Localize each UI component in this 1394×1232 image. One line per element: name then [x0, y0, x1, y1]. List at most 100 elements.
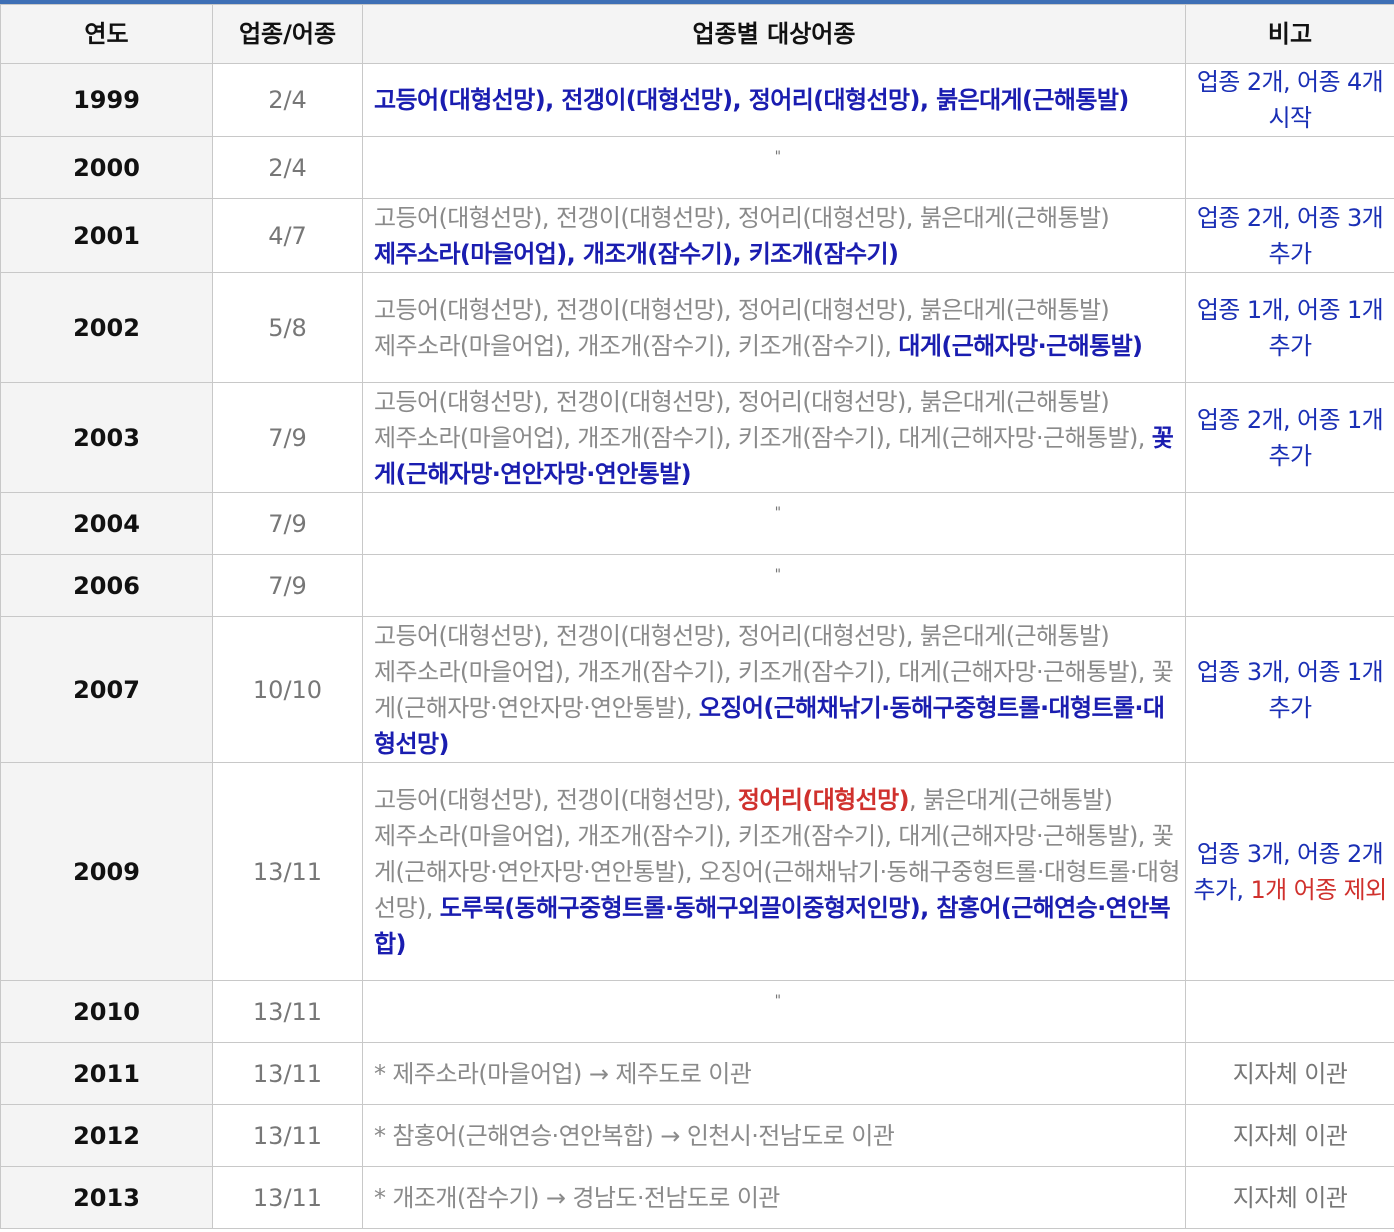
count-cell: 13/11	[212, 1042, 363, 1105]
note-cell: 업종 3개, 어종 2개 추가, 1개 어종 제외	[1185, 762, 1394, 981]
col-header-year: 연도	[0, 4, 213, 64]
species-segment: 고등어(대형선망), 전갱이(대형선망), 정어리(대형선망), 붉은대게(근해…	[374, 621, 1110, 650]
note-segment: 지자체 이관	[1232, 1183, 1348, 1212]
species-line: 제주소라(마을어업), 개조개(잠수기), 키조개(잠수기)	[374, 236, 1181, 272]
col-header-note: 비고	[1185, 4, 1394, 64]
species-segment: 고등어(대형선망), 전갱이(대형선망), 정어리(대형선망), 붉은대게(근해…	[374, 86, 1129, 114]
species-segment: 제주소라(마을어업), 개조개(잠수기), 키조개(잠수기)	[374, 239, 899, 268]
species-cell: "	[362, 980, 1186, 1043]
species-cell: 고등어(대형선망), 전갱이(대형선망), 정어리(대형선망), 붉은대게(근해…	[362, 762, 1186, 981]
note-cell: 지자체 이관	[1185, 1042, 1394, 1105]
ditto-mark: "	[774, 504, 781, 521]
species-cell: * 제주소라(마을어업) → 제주도로 이관	[362, 1042, 1186, 1105]
species-segment: * 개조개(잠수기) → 경남도·전남도로 이관	[374, 1183, 780, 1212]
table-row: 2013 13/11 * 개조개(잠수기) → 경남도·전남도로 이관 지자체 이관	[0, 1166, 1394, 1229]
species-segment: 고등어(대형선망), 전갱이(대형선망),	[374, 785, 738, 814]
species-segment: 정어리(대형선망)	[737, 785, 910, 814]
note-cell	[1185, 554, 1394, 617]
ditto-mark: "	[774, 148, 781, 165]
species-segment: 고등어(대형선망), 전갱이(대형선망), 정어리(대형선망), 붉은대게(근해…	[374, 295, 1110, 324]
species-cell: 고등어(대형선망), 전갱이(대형선망), 정어리(대형선망), 붉은대게(근해…	[362, 272, 1186, 383]
count-cell: 10/10	[212, 616, 363, 763]
species-line: 제주소라(마을어업), 개조개(잠수기), 키조개(잠수기), 대게(근해자망·…	[374, 818, 1181, 962]
species-segment: 제주소라(마을어업), 개조개(잠수기), 키조개(잠수기), 대게(근해자망·…	[374, 657, 1174, 722]
species-segment: 고등어(대형선망), 전갱이(대형선망), 정어리(대형선망), 붉은대게(근해…	[374, 387, 1110, 416]
note-cell	[1185, 980, 1394, 1043]
note-segment: 1개 어종 제외	[1250, 875, 1387, 904]
count-cell: 13/11	[212, 1166, 363, 1229]
species-line: * 개조개(잠수기) → 경남도·전남도로 이관	[374, 1180, 1181, 1216]
year-cell: 2000	[0, 136, 213, 199]
note-cell	[1185, 136, 1394, 199]
species-segment: 제주소라(마을어업), 개조개(잠수기), 키조개(잠수기), 대게(근해자망·…	[374, 821, 1180, 922]
species-line: 고등어(대형선망), 전갱이(대형선망), 정어리(대형선망), 붉은대게(근해…	[374, 618, 1181, 654]
species-segment: 도루묵(동해구중형트롤·동해구외끌이중형저인망), 참홍어(근해연승·연안복합)	[374, 893, 1171, 958]
species-segment: 오징어(근해채낚기·동해구중형트롤·대형트롤·대형선망)	[374, 693, 1165, 758]
note-cell: 지자체 이관	[1185, 1166, 1394, 1229]
count-cell: 4/7	[212, 198, 363, 273]
note-cell: 업종 3개, 어종 1개 추가	[1185, 616, 1394, 763]
note-cell: 업종 1개, 어종 1개 추가	[1185, 272, 1394, 383]
table-body: 1999 2/4 고등어(대형선망), 전갱이(대형선망), 정어리(대형선망), …	[0, 63, 1394, 1229]
species-cell: 고등어(대형선망), 전갱이(대형선망), 정어리(대형선망), 붉은대게(근해…	[362, 382, 1186, 493]
species-cell: 고등어(대형선망), 전갱이(대형선망), 정어리(대형선망), 붉은대게(근해…	[362, 198, 1186, 273]
year-cell: 2009	[0, 762, 213, 981]
note-cell: 업종 2개, 어종 4개 시작	[1185, 63, 1394, 137]
species-cell: "	[362, 554, 1186, 617]
year-cell: 2007	[0, 616, 213, 763]
table-row: 2012 13/11 * 참홍어(근해연승·연안복합) → 인천시·전남도로 이관 지…	[0, 1104, 1394, 1167]
count-cell: 2/4	[212, 136, 363, 199]
species-line: 고등어(대형선망), 전갱이(대형선망), 정어리(대형선망), 붉은대게(근해…	[374, 384, 1181, 420]
year-cell: 2004	[0, 492, 213, 555]
year-cell: 2002	[0, 272, 213, 383]
note-cell: 업종 2개, 어종 1개 추가	[1185, 382, 1394, 493]
header-row: 연도 업종/어종 업종별 대상어종 비고	[0, 4, 1394, 64]
table-row: 2003 7/9 고등어(대형선망), 전갱이(대형선망), 정어리(대형선망), …	[0, 382, 1394, 493]
table-row: 2000 2/4 "	[0, 136, 1394, 199]
species-segment: 제주소라(마을어업), 개조개(잠수기), 키조개(잠수기),	[374, 331, 899, 360]
note-segment: 업종 2개, 어종 3개 추가	[1196, 203, 1384, 268]
species-line: 고등어(대형선망), 전갱이(대형선망), 정어리(대형선망), 붉은대게(근해…	[374, 200, 1181, 236]
species-cell: 고등어(대형선망), 전갱이(대형선망), 정어리(대형선망), 붉은대게(근해…	[362, 63, 1186, 137]
table-row: 1999 2/4 고등어(대형선망), 전갱이(대형선망), 정어리(대형선망), …	[0, 63, 1394, 137]
count-cell: 5/8	[212, 272, 363, 383]
year-cell: 2006	[0, 554, 213, 617]
species-cell: "	[362, 136, 1186, 199]
year-cell: 2012	[0, 1104, 213, 1167]
species-line: 고등어(대형선망), 전갱이(대형선망), 정어리(대형선망), 붉은대게(근해…	[374, 292, 1181, 328]
species-cell: 고등어(대형선망), 전갱이(대형선망), 정어리(대형선망), 붉은대게(근해…	[362, 616, 1186, 763]
table-row: 2010 13/11 "	[0, 980, 1394, 1043]
year-cell: 1999	[0, 63, 213, 137]
table-row: 2004 7/9 "	[0, 492, 1394, 555]
count-cell: 13/11	[212, 980, 363, 1043]
species-segment: 대게(근해자망·근해통발)	[898, 331, 1143, 360]
species-line: 제주소라(마을어업), 개조개(잠수기), 키조개(잠수기), 대게(근해자망·…	[374, 654, 1181, 762]
count-cell: 13/11	[212, 1104, 363, 1167]
species-line: 제주소라(마을어업), 개조개(잠수기), 키조개(잠수기), 대게(근해자망·…	[374, 328, 1181, 364]
note-cell: 업종 2개, 어종 3개 추가	[1185, 198, 1394, 273]
note-cell: 지자체 이관	[1185, 1104, 1394, 1167]
note-segment: 지자체 이관	[1232, 1121, 1348, 1150]
table-row: 2009 13/11 고등어(대형선망), 전갱이(대형선망), 정어리(대형선망)…	[0, 762, 1394, 981]
species-segment: * 참홍어(근해연승·연안복합) → 인천시·전남도로 이관	[374, 1121, 895, 1150]
species-line: 제주소라(마을어업), 개조개(잠수기), 키조개(잠수기), 대게(근해자망·…	[374, 420, 1181, 492]
col-header-count: 업종/어종	[212, 4, 363, 64]
count-cell: 7/9	[212, 492, 363, 555]
species-line: 고등어(대형선망), 전갱이(대형선망), 정어리(대형선망), 붉은대게(근해…	[374, 782, 1181, 818]
note-segment: 업종 3개, 어종 2개 추가,	[1193, 839, 1384, 904]
species-cell: * 참홍어(근해연승·연안복합) → 인천시·전남도로 이관	[362, 1104, 1186, 1167]
year-cell: 2001	[0, 198, 213, 273]
note-cell	[1185, 492, 1394, 555]
year-cell: 2011	[0, 1042, 213, 1105]
ditto-mark: "	[774, 566, 781, 583]
year-cell: 2003	[0, 382, 213, 493]
col-header-species: 업종별 대상어종	[362, 4, 1186, 64]
table-row: 2006 7/9 "	[0, 554, 1394, 617]
header-accent-line	[0, 0, 1394, 4]
table-row: 2011 13/11 * 제주소라(마을어업) → 제주도로 이관 지자체 이관	[0, 1042, 1394, 1105]
year-cell: 2010	[0, 980, 213, 1043]
note-segment: 업종 3개, 어종 1개 추가	[1196, 657, 1384, 722]
note-segment: 업종 2개, 어종 4개 시작	[1196, 68, 1384, 132]
note-segment: 지자체 이관	[1232, 1059, 1348, 1088]
count-cell: 7/9	[212, 554, 363, 617]
